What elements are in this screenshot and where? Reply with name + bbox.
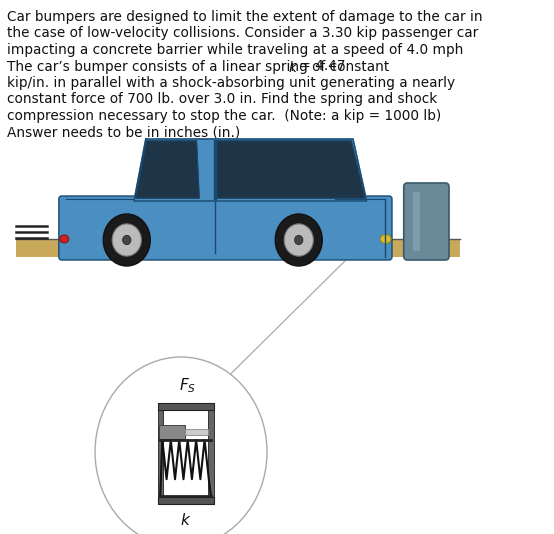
Text: $k$: $k$ (288, 59, 298, 75)
Text: compression necessary to stop the car.  (Note: a kip = 1000 lb): compression necessary to stop the car. (… (7, 109, 442, 123)
Bar (184, 429, 208, 435)
Circle shape (295, 235, 303, 245)
Bar (157, 403, 163, 504)
Bar (157, 403, 214, 410)
Circle shape (275, 214, 322, 266)
Text: $k$: $k$ (180, 512, 191, 528)
Bar (160, 425, 184, 439)
Text: = 4.47: = 4.47 (295, 59, 346, 74)
Circle shape (284, 224, 314, 256)
Text: $F_S$: $F_S$ (179, 376, 196, 395)
Circle shape (103, 214, 150, 266)
Text: constant force of 700 lb. over 3.0 in. Find the spring and shock: constant force of 700 lb. over 3.0 in. F… (7, 92, 438, 106)
Polygon shape (216, 141, 365, 198)
Ellipse shape (60, 235, 69, 243)
Text: Car bumpers are designed to limit the extent of damage to the car in: Car bumpers are designed to limit the ex… (7, 10, 483, 24)
Circle shape (122, 235, 131, 245)
Bar (208, 403, 214, 504)
Circle shape (112, 224, 141, 256)
Bar (413, 192, 420, 251)
Text: impacting a concrete barrier while traveling at a speed of 4.0 mph: impacting a concrete barrier while trave… (7, 43, 464, 57)
Ellipse shape (380, 234, 391, 244)
Text: kip/in. in parallel with a shock-absorbing unit generating a nearly: kip/in. in parallel with a shock-absorbi… (7, 76, 455, 90)
Bar (157, 497, 214, 504)
FancyBboxPatch shape (59, 196, 392, 260)
Text: The car’s bumper consists of a linear spring of constant: The car’s bumper consists of a linear sp… (7, 59, 394, 74)
Polygon shape (136, 141, 199, 198)
Circle shape (95, 357, 267, 534)
Text: Answer needs to be in inches (in.): Answer needs to be in inches (in.) (7, 125, 240, 139)
Text: the case of low-velocity collisions. Consider a 3.30 kip passenger car: the case of low-velocity collisions. Con… (7, 27, 479, 41)
FancyBboxPatch shape (404, 183, 449, 260)
Polygon shape (134, 139, 367, 201)
Bar (16, 239, 460, 257)
